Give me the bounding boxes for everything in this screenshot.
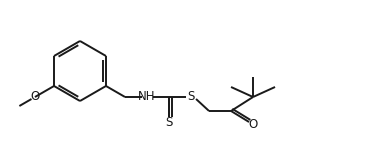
Text: NH: NH (138, 90, 156, 103)
Text: S: S (187, 90, 195, 103)
Text: O: O (249, 119, 258, 132)
Text: S: S (165, 117, 173, 130)
Text: O: O (30, 90, 40, 103)
